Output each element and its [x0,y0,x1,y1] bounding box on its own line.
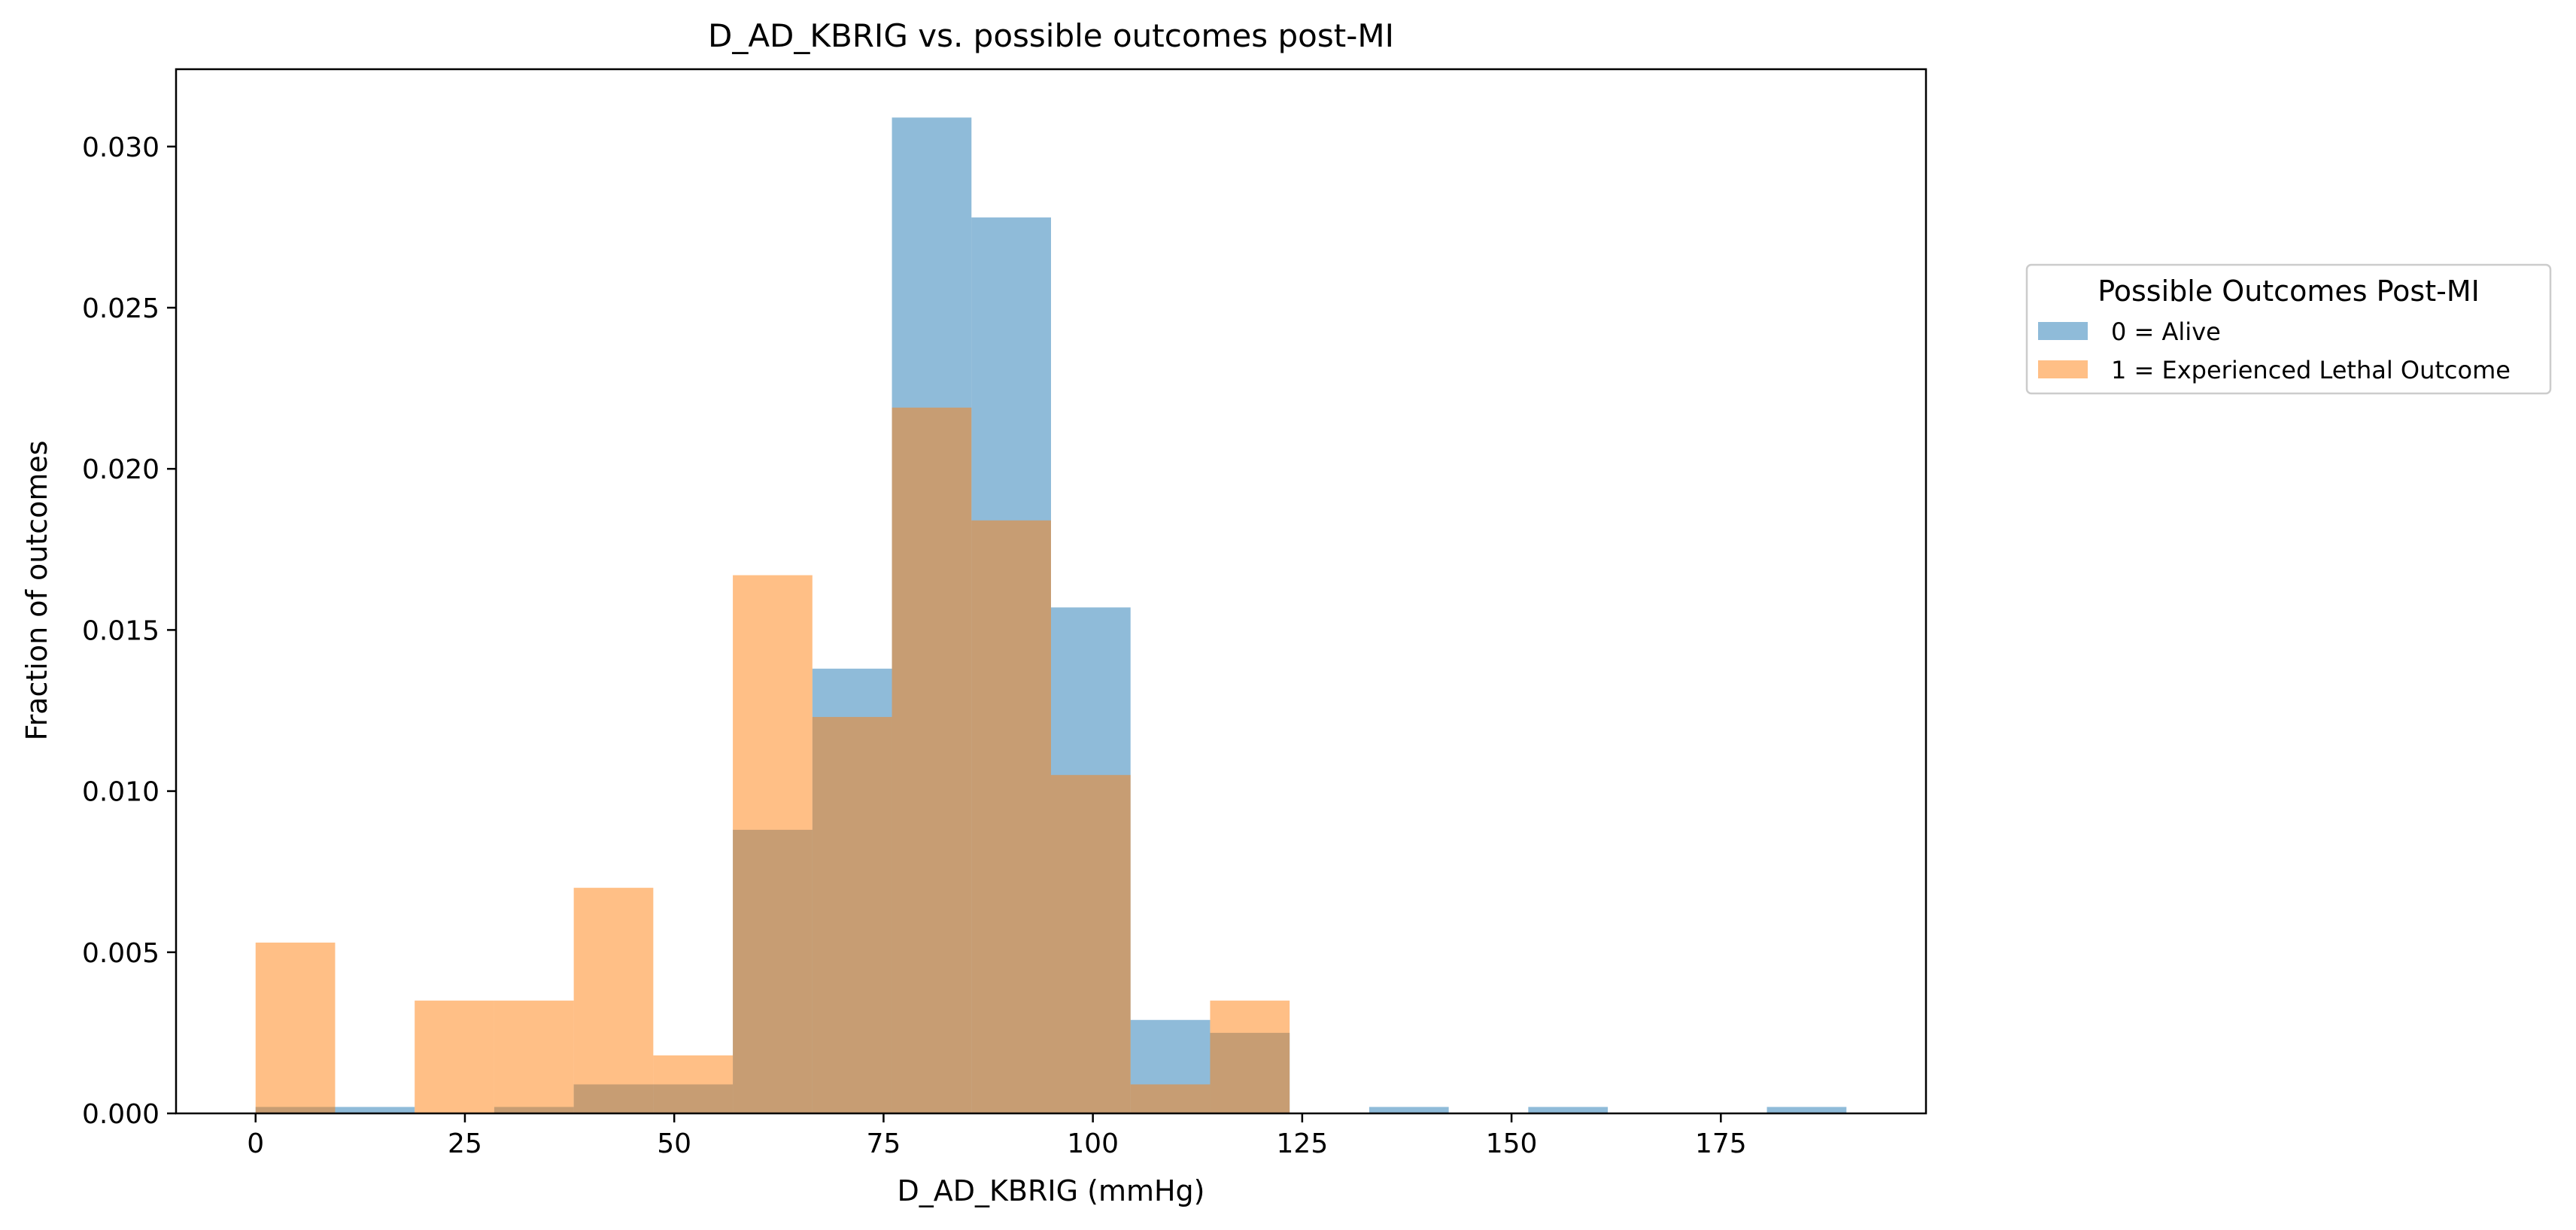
chart-title: D_AD_KBRIG vs. possible outcomes post-MI [708,17,1394,54]
y-tick-label: 0.010 [82,777,159,808]
bar-lethal-bin-6 [733,575,813,1113]
legend: Possible Outcomes Post-MI 0 = Alive 1 = … [2025,263,2552,395]
y-tick-label: 0.015 [82,615,159,646]
y-tick-label: 0.005 [82,938,159,969]
x-tick-label: 150 [1486,1128,1538,1159]
x-tick-label: 75 [867,1128,901,1159]
y-axis-label: Fraction of outcomes [20,440,53,740]
x-tick-label: 175 [1695,1128,1747,1159]
x-tick-label: 50 [657,1128,691,1159]
y-tick-label: 0.030 [82,132,159,163]
bar-lethal-bin-10 [1051,775,1131,1113]
x-tick-label: 125 [1277,1128,1329,1159]
bar-alive-bin-14 [1368,1107,1449,1113]
x-axis-label: D_AD_KBRIG (mmHg) [897,1174,1204,1207]
bar-lethal-bin-3 [494,1001,574,1113]
legend-title: Possible Outcomes Post-MI [2098,275,2480,308]
bar-lethal-bin-8 [892,407,972,1113]
bar-alive-bin-1 [335,1107,415,1113]
bar-lethal-bin-11 [1130,1084,1211,1113]
legend-swatch-alive [2038,322,2088,340]
bar-alive-bin-19 [1766,1107,1847,1113]
legend-label-alive: 0 = Alive [2111,317,2221,346]
axes-group: 0 25 50 75 100 125 150 175 0.000 0.005 0.010 0.015 0… [82,68,1927,1159]
legend-label-lethal: 1 = Experienced Lethal Outcome [2111,356,2511,384]
bar-lethal-bin-9 [971,520,1051,1113]
legend-frame [2025,263,2552,395]
x-tick-label: 0 [247,1128,264,1159]
bar-lethal-bin-2 [415,1001,494,1113]
bar-lethal-bin-0 [255,942,336,1113]
bar-alive-bin-16 [1528,1107,1608,1113]
bar-lethal-bin-5 [653,1055,734,1113]
x-tick-label: 100 [1067,1128,1119,1159]
bars-group [255,117,1847,1113]
legend-swatch-lethal [2038,360,2088,378]
y-tick-label: 0.000 [82,1099,159,1130]
y-tick-label: 0.025 [82,293,159,324]
bar-lethal-bin-7 [812,717,892,1113]
x-tick-label: 25 [448,1128,482,1159]
series-lethal [255,407,1290,1113]
bar-lethal-bin-4 [573,888,654,1113]
bar-lethal-bin-12 [1210,1001,1290,1113]
y-tick-label: 0.020 [82,454,159,485]
axes-frame [175,68,1927,1115]
